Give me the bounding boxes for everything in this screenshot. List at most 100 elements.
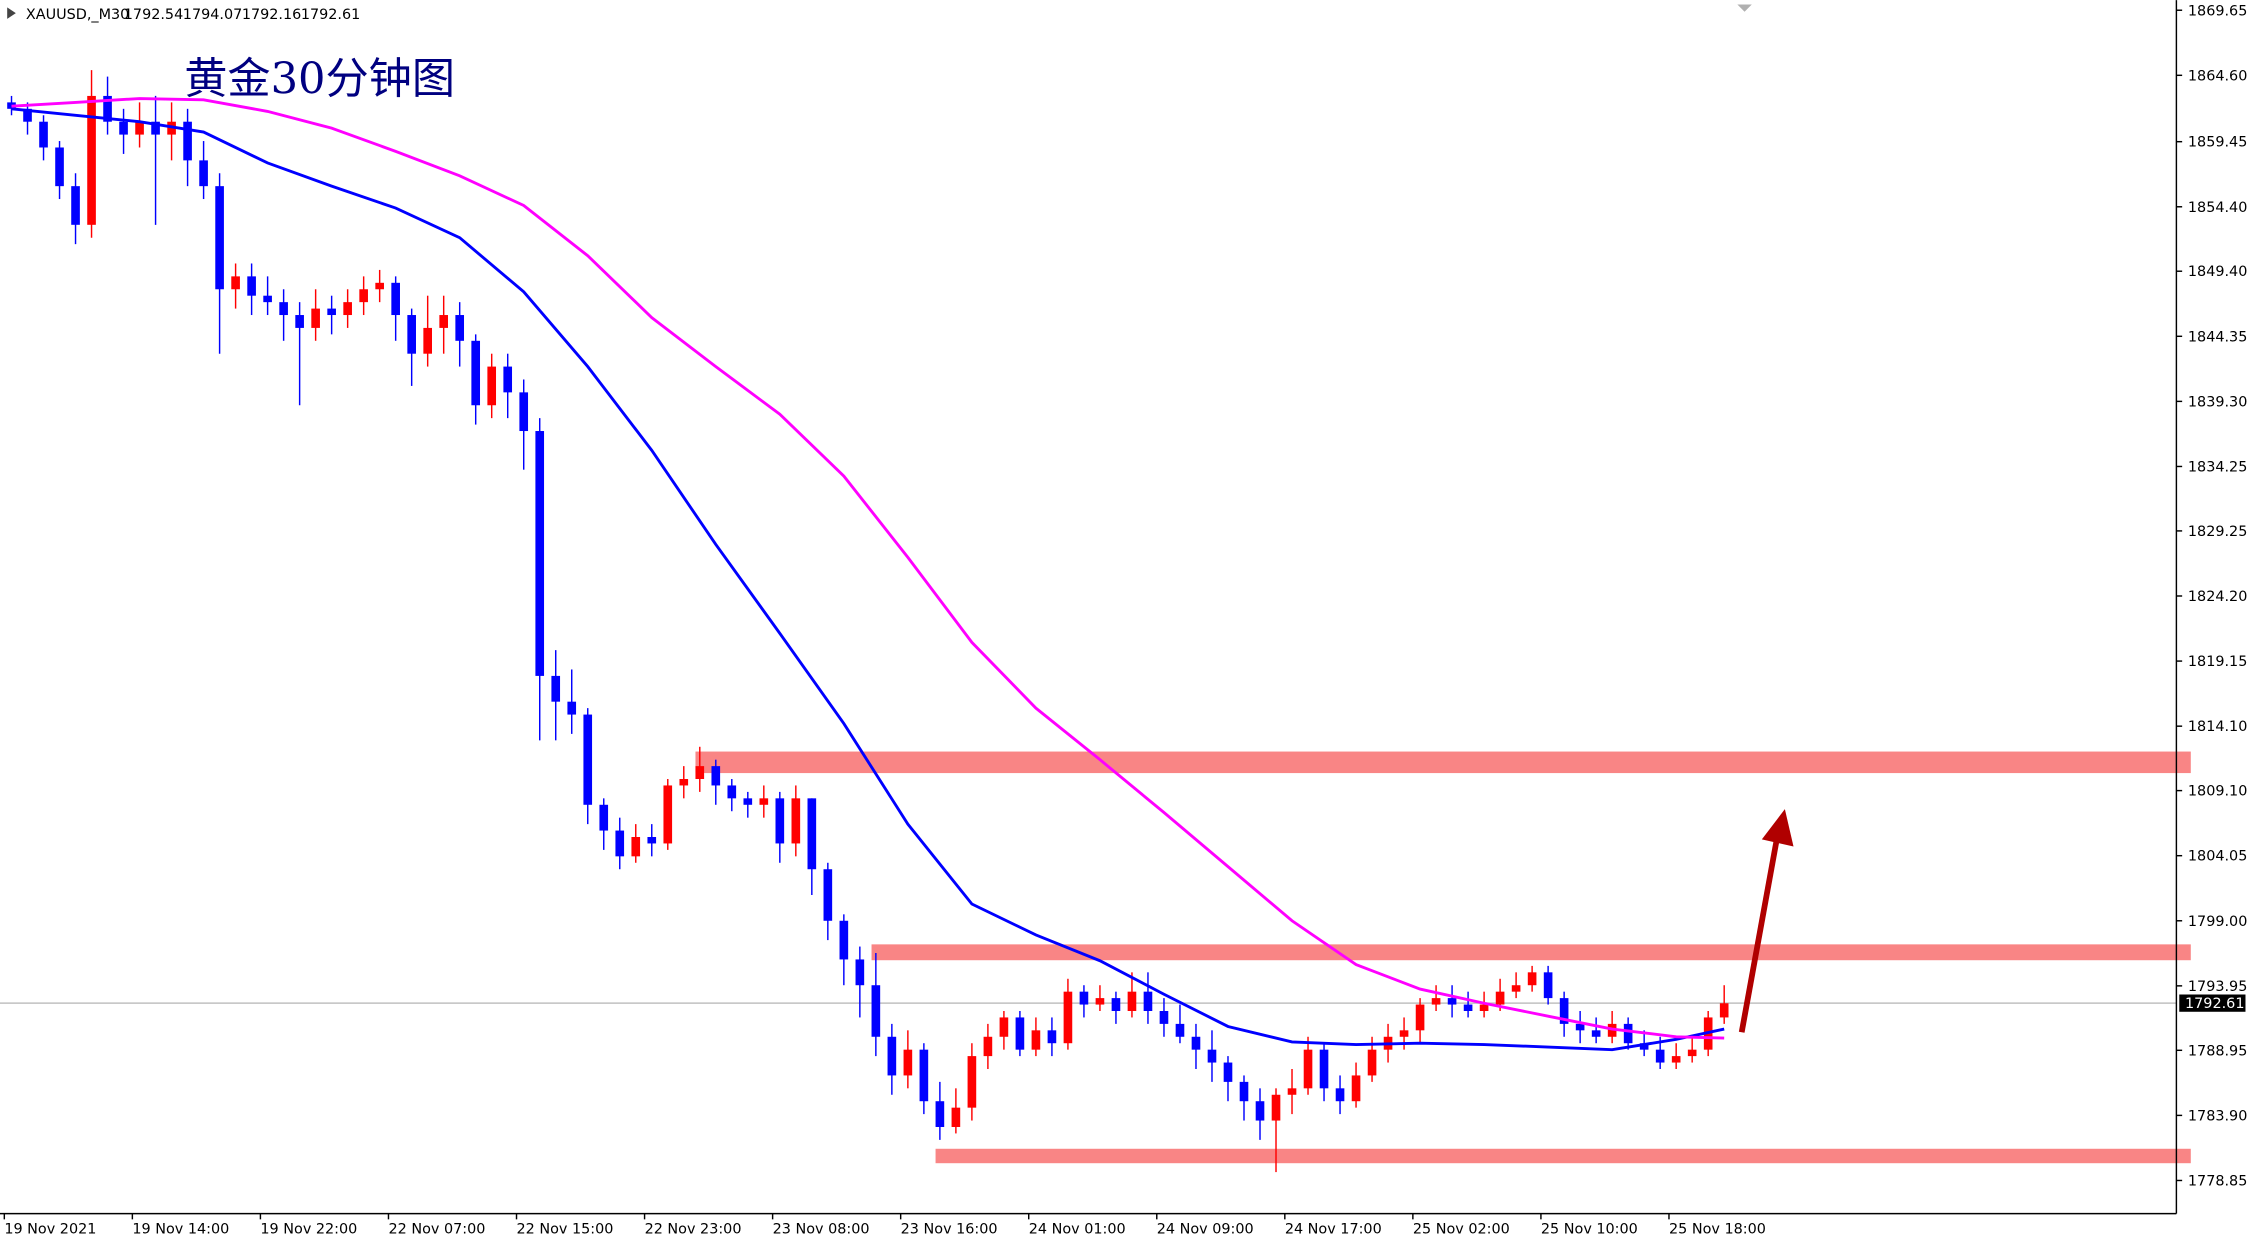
candle-body (791, 798, 801, 844)
x-tick-label: 19 Nov 22:00 (260, 1222, 357, 1238)
candle-body (1223, 1062, 1233, 1082)
candle-body (503, 366, 513, 393)
candle-body (71, 186, 80, 225)
zone (871, 944, 2191, 961)
y-tick-label: 1793.95 (2188, 979, 2247, 995)
candle-body (343, 302, 352, 316)
y-tick-label: 1864.60 (2188, 68, 2247, 84)
trend-arrow (1738, 809, 1794, 1033)
candle-body (1287, 1088, 1297, 1095)
candle-body (1463, 1004, 1473, 1011)
candle-body (599, 804, 609, 831)
candle-body (1095, 998, 1105, 1005)
candle-body (1143, 991, 1153, 1011)
candle-body (391, 282, 400, 316)
header-open: 1792.54 (124, 7, 183, 23)
candle-body (999, 1017, 1009, 1037)
candle-body (775, 798, 785, 844)
y-tick-label: 1804.05 (2188, 849, 2247, 865)
candle-body (1671, 1056, 1681, 1063)
candle-body (151, 121, 160, 135)
candle-body (631, 837, 641, 857)
y-tick-label: 1809.10 (2188, 784, 2247, 800)
candle-body (1623, 1023, 1633, 1044)
moving-average (11, 97, 1725, 1040)
x-tick-label: 22 Nov 15:00 (517, 1222, 614, 1238)
candle-body (199, 160, 208, 187)
y-tick-label: 1799.00 (2188, 914, 2247, 930)
candle-body (1111, 998, 1121, 1011)
y-tick-label: 1814.10 (2188, 719, 2247, 735)
candle-body (263, 295, 272, 303)
candle-body (359, 289, 368, 303)
candle-body (1575, 1023, 1585, 1031)
candle-body (1639, 1043, 1649, 1050)
candle-body (1191, 1036, 1201, 1050)
dropdown-icon (1737, 4, 1752, 12)
candle-body (935, 1101, 945, 1127)
candle-body (1127, 991, 1137, 1011)
y-tick-label: 1844.35 (2188, 329, 2247, 345)
candle-body (1591, 1030, 1601, 1037)
candle-body (1271, 1094, 1281, 1121)
candle-body (567, 701, 577, 715)
candle-body (1207, 1049, 1217, 1063)
candle-body (1559, 998, 1569, 1024)
candle-body (951, 1107, 961, 1127)
candle-body (967, 1056, 977, 1108)
y-tick-label: 1869.65 (2188, 3, 2247, 19)
x-tick-label: 24 Nov 17:00 (1285, 1222, 1382, 1238)
y-tick-label: 1854.40 (2188, 200, 2247, 216)
y-tick-label: 1778.85 (2188, 1174, 2247, 1190)
x-tick-label: 25 Nov 18:00 (1669, 1222, 1766, 1238)
candle-body (407, 315, 416, 354)
candle-body (839, 920, 849, 960)
candle-body (887, 1036, 897, 1076)
y-tick-label: 1834.25 (2188, 460, 2247, 476)
header-symbol: XAUUSD,_M30 (26, 7, 129, 23)
candle-body (743, 798, 753, 805)
candle-body (23, 108, 32, 122)
candle-body (119, 121, 128, 135)
candle-body (615, 830, 625, 857)
candle-body (1239, 1081, 1249, 1102)
candle-body (695, 766, 705, 780)
candle-body (1303, 1049, 1313, 1089)
candle-body (215, 186, 224, 290)
candle-body (807, 798, 817, 870)
candle-body (1047, 1030, 1057, 1044)
candle-body (327, 308, 336, 316)
candle-body (279, 302, 288, 316)
candle-body (1687, 1049, 1697, 1057)
x-tick-label: 25 Nov 02:00 (1413, 1222, 1510, 1238)
candle-body (295, 315, 304, 328)
header-low: 1792.16 (242, 7, 301, 23)
y-tick-label: 1849.40 (2188, 264, 2247, 280)
candle-body (871, 985, 881, 1037)
candle-body (583, 714, 593, 805)
x-tick-label: 23 Nov 08:00 (773, 1222, 870, 1238)
zone (935, 1148, 2191, 1164)
current-price-label: 1792.61 (2185, 996, 2244, 1012)
header-high: 1794.07 (183, 7, 242, 23)
candle-body (1367, 1049, 1377, 1076)
candle-body (1031, 1030, 1041, 1050)
x-tick-label: 23 Nov 16:00 (901, 1222, 998, 1238)
y-tick-label: 1819.15 (2188, 654, 2247, 670)
moving-average (11, 107, 1725, 1052)
candle-body (1719, 1003, 1729, 1018)
candle-body (903, 1049, 913, 1076)
candle-body (663, 785, 673, 844)
candle-body (87, 95, 96, 225)
candle-body (1479, 1004, 1489, 1011)
candle-body (1431, 998, 1441, 1005)
candle-body (1335, 1088, 1345, 1102)
candle-body (1079, 991, 1089, 1005)
candle-body (375, 282, 384, 290)
candle-body (103, 95, 112, 122)
candle-body (983, 1036, 993, 1057)
candle-body (551, 675, 561, 702)
